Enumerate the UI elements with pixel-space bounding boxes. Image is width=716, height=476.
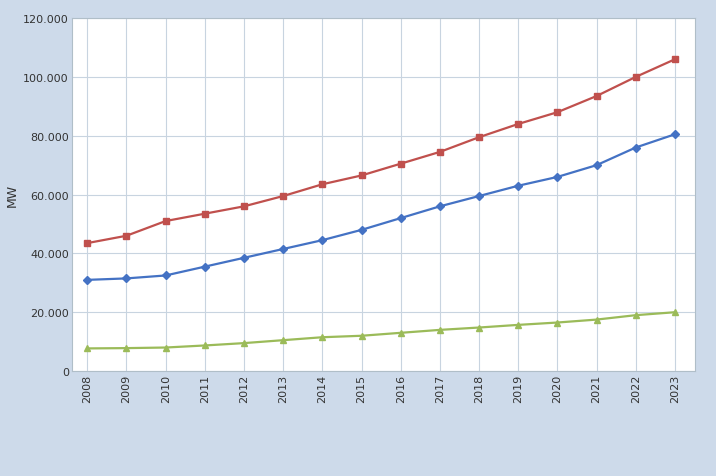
BAĞLANABİLİR RES KAPASİTESİ <box>435 327 444 333</box>
MAKSİMUM TALEP <box>435 204 444 210</box>
BAĞLANABİLİR RES KAPASİTESİ <box>240 340 248 346</box>
KURULU GÜÇ <box>435 150 444 156</box>
MAKSİMUM TALEP <box>632 145 640 151</box>
BAĞLANABİLİR RES KAPASİTESİ <box>632 313 640 318</box>
BAĞLANABİLİR RES KAPASİTESİ <box>161 345 170 351</box>
BAĞLANABİLİR RES KAPASİTESİ <box>200 343 209 348</box>
KURULU GÜÇ <box>592 94 601 99</box>
KURULU GÜÇ <box>318 182 326 188</box>
KURULU GÜÇ <box>122 233 131 239</box>
Y-axis label: MW: MW <box>6 184 19 207</box>
MAKSİMUM TALEP <box>357 228 366 233</box>
KURULU GÜÇ <box>200 211 209 217</box>
MAKSİMUM TALEP <box>122 276 131 282</box>
Line: KURULU GÜÇ: KURULU GÜÇ <box>84 57 678 247</box>
MAKSİMUM TALEP <box>83 278 92 283</box>
KURULU GÜÇ <box>514 122 523 128</box>
MAKSİMUM TALEP <box>240 256 248 261</box>
MAKSİMUM TALEP <box>475 194 483 199</box>
Line: MAKSİMUM TALEP: MAKSİMUM TALEP <box>84 132 678 283</box>
KURULU GÜÇ <box>671 57 679 63</box>
BAĞLANABİLİR RES KAPASİTESİ <box>475 325 483 331</box>
BAĞLANABİLİR RES KAPASİTESİ <box>83 346 92 352</box>
MAKSİMUM TALEP <box>200 264 209 270</box>
KURULU GÜÇ <box>397 161 405 167</box>
MAKSİMUM TALEP <box>318 238 326 244</box>
BAĞLANABİLİR RES KAPASİTESİ <box>122 346 131 351</box>
MAKSİMUM TALEP <box>397 216 405 221</box>
MAKSİMUM TALEP <box>161 273 170 279</box>
BAĞLANABİLİR RES KAPASİTESİ <box>671 310 679 316</box>
MAKSİMUM TALEP <box>592 163 601 169</box>
KURULU GÜÇ <box>632 75 640 80</box>
MAKSİMUM TALEP <box>514 184 523 189</box>
KURULU GÜÇ <box>357 173 366 179</box>
MAKSİMUM TALEP <box>671 132 679 138</box>
KURULU GÜÇ <box>553 110 561 116</box>
KURULU GÜÇ <box>240 204 248 210</box>
BAĞLANABİLİR RES KAPASİTESİ <box>553 320 561 326</box>
BAĞLANABİLİR RES KAPASİTESİ <box>514 322 523 328</box>
KURULU GÜÇ <box>475 135 483 141</box>
BAĞLANABİLİR RES KAPASİTESİ <box>397 330 405 336</box>
MAKSİMUM TALEP <box>279 247 287 252</box>
MAKSİMUM TALEP <box>553 175 561 180</box>
BAĞLANABİLİR RES KAPASİTESİ <box>279 337 287 343</box>
KURULU GÜÇ <box>161 219 170 225</box>
KURULU GÜÇ <box>83 241 92 247</box>
BAĞLANABİLİR RES KAPASİTESİ <box>318 335 326 340</box>
Line: BAĞLANABİLİR RES KAPASİTESİ: BAĞLANABİLİR RES KAPASİTESİ <box>84 309 678 352</box>
BAĞLANABİLİR RES KAPASİTESİ <box>357 333 366 339</box>
BAĞLANABİLİR RES KAPASİTESİ <box>592 317 601 323</box>
KURULU GÜÇ <box>279 194 287 199</box>
